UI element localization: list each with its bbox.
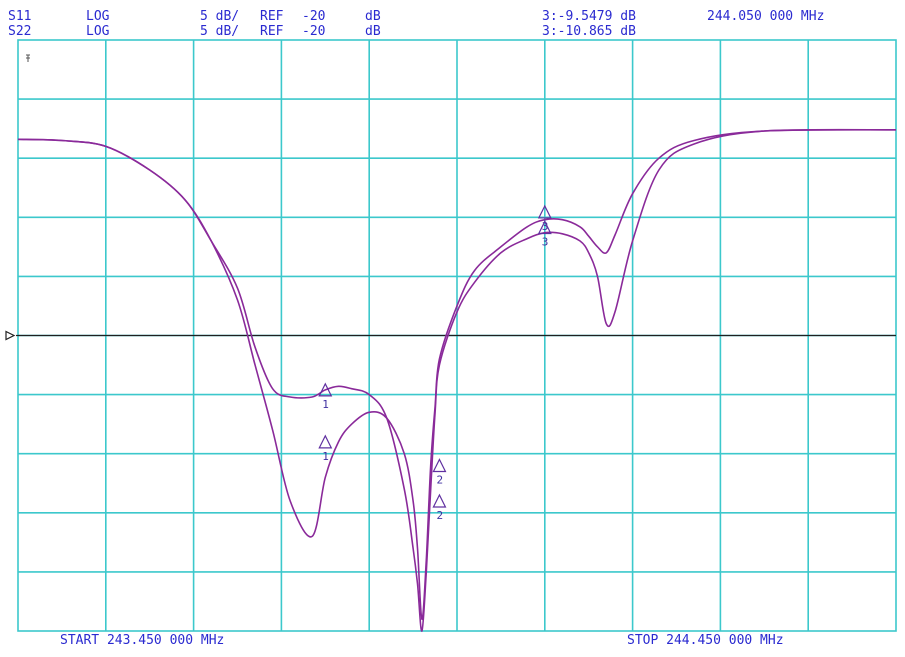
- marker-2-s11: 2: [432, 458, 447, 487]
- trace-marker-icon: [26, 54, 30, 62]
- marker-1-s11: 1: [318, 382, 333, 411]
- trace-group: [17, 128, 897, 632]
- marker-1-s22: 1: [318, 434, 333, 463]
- reference-pointer-icon: [5, 330, 16, 341]
- marker-3-s22: 3: [537, 220, 552, 249]
- trace-s22: [17, 128, 897, 621]
- marker-label: 3: [542, 220, 549, 233]
- marker-triangle-icon: [537, 204, 552, 219]
- marker-readout-s11: 3:-9.5479 dB: [542, 9, 636, 24]
- marker-triangle-icon: [432, 493, 447, 508]
- header-param-s11: S11: [8, 9, 31, 24]
- header-scale-2: 5 dB/: [200, 24, 239, 39]
- plot-grid: [17, 39, 897, 632]
- header-param-s22: S22: [8, 24, 31, 39]
- marker-readout-s22: 3:-10.865 dB: [542, 24, 636, 39]
- marker-2-s22: 2: [432, 493, 447, 522]
- marker-label: 2: [436, 509, 443, 522]
- marker-triangle-icon: [432, 458, 447, 473]
- header-ref-label-2: REF: [260, 24, 284, 39]
- marker-label: 1: [322, 398, 329, 411]
- start-frequency: START 243.450 000 MHz: [60, 633, 224, 648]
- marker-triangle-icon: [537, 220, 552, 235]
- marker-triangle-icon: [318, 382, 333, 397]
- marker-3-s11: 3: [537, 204, 552, 233]
- header-ref-value-1: -20: [302, 9, 325, 24]
- header-format-1: LOG: [86, 9, 110, 24]
- stop-frequency: STOP 244.450 000 MHz: [627, 633, 784, 648]
- marker-group: 1 1 2 2 3 3: [318, 204, 552, 522]
- marker-label: 3: [542, 236, 549, 249]
- header-scale-1: 5 dB/: [200, 9, 239, 24]
- header-ref-unit-2: dB: [365, 24, 381, 39]
- header-format-2: LOG: [86, 24, 110, 39]
- header-ref-value-2: -20: [302, 24, 325, 39]
- marker-triangle-icon: [318, 434, 333, 449]
- marker-frequency: 244.050 000 MHz: [707, 9, 824, 24]
- marker-label: 1: [322, 450, 329, 463]
- header-ref-unit-1: dB: [365, 9, 381, 24]
- marker-label: 2: [436, 474, 443, 487]
- header-row-2: S22 LOG 5 dB/ REF -20 dB 3:-10.865 dB: [8, 24, 636, 39]
- header-ref-label-1: REF: [260, 9, 284, 24]
- header-row-1: S11 LOG 5 dB/ REF -20 dB 3:-9.5479 dB 24…: [8, 9, 824, 24]
